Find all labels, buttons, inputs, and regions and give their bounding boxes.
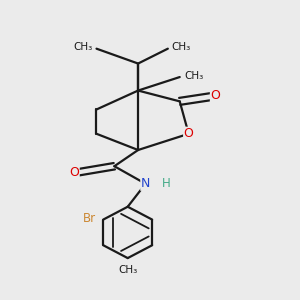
Text: O: O bbox=[69, 167, 79, 179]
Text: Br: Br bbox=[83, 212, 96, 225]
Text: CH₃: CH₃ bbox=[184, 71, 204, 81]
Text: N: N bbox=[141, 177, 150, 190]
Text: CH₃: CH₃ bbox=[74, 42, 93, 52]
Text: O: O bbox=[184, 127, 194, 140]
Text: H: H bbox=[162, 177, 171, 190]
Text: O: O bbox=[211, 89, 220, 103]
Text: CH₃: CH₃ bbox=[172, 42, 191, 52]
Text: CH₃: CH₃ bbox=[118, 265, 137, 275]
